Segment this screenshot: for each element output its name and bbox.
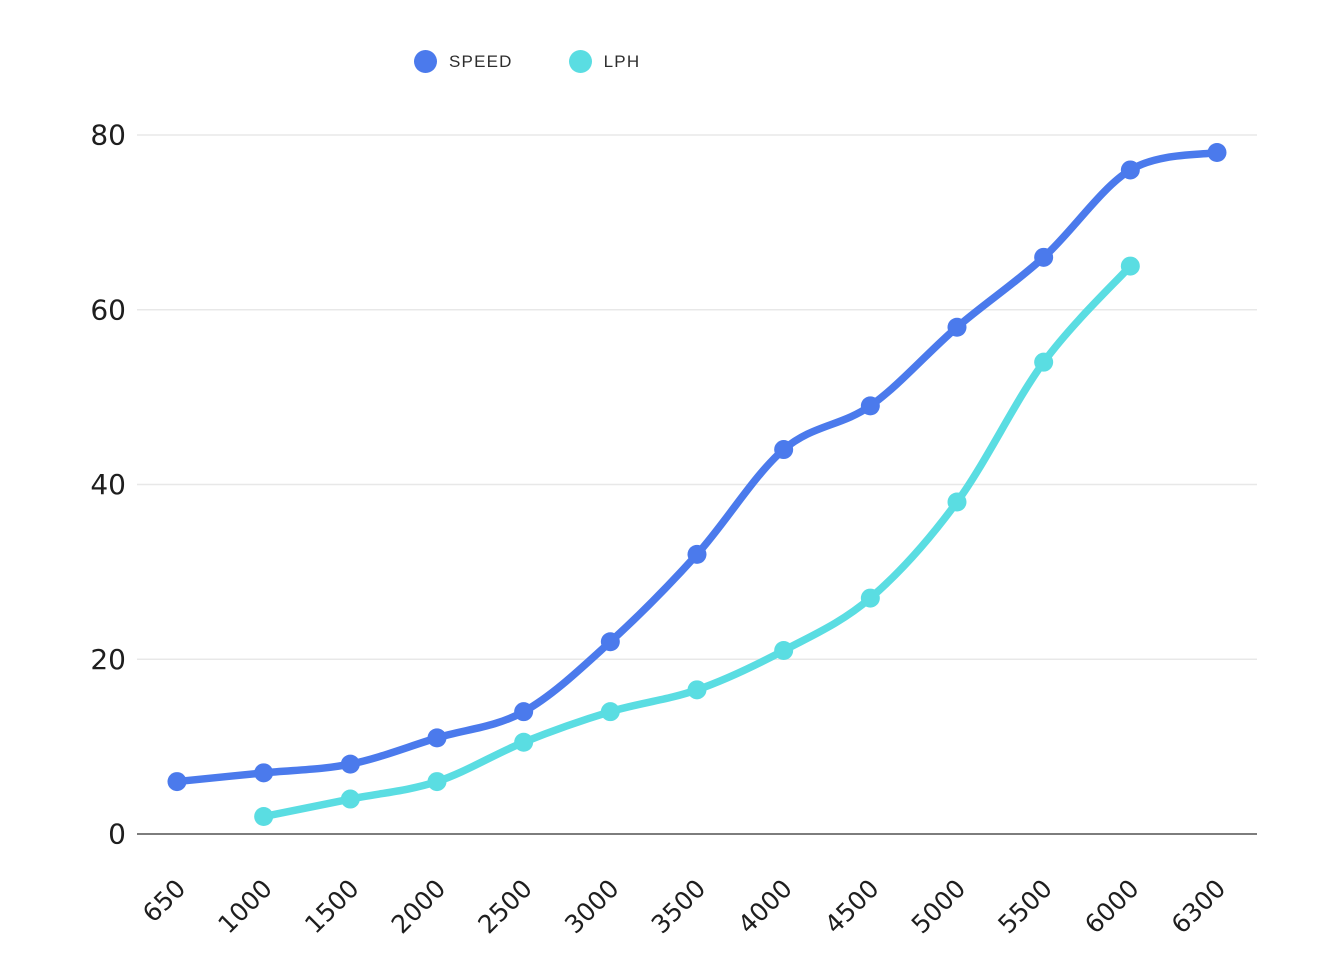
data-point-lph[interactable] — [340, 789, 360, 809]
y-tick-label: 40 — [90, 468, 126, 501]
data-point-speed[interactable] — [774, 440, 794, 460]
data-point-lph[interactable] — [860, 588, 880, 608]
x-tick-label: 2000 — [386, 874, 451, 939]
data-point-lph[interactable] — [774, 641, 794, 661]
data-point-speed[interactable] — [167, 772, 187, 792]
x-tick-label: 3500 — [646, 874, 711, 939]
x-tick-label: 1000 — [212, 874, 277, 939]
series-line-lph — [259, 262, 1135, 821]
data-point-speed[interactable] — [1034, 247, 1054, 267]
data-point-lph[interactable] — [1120, 256, 1140, 276]
data-point-speed[interactable] — [1120, 160, 1140, 180]
data-point-speed[interactable] — [600, 632, 620, 652]
chart-legend: SPEED LPH — [414, 50, 640, 73]
data-point-speed[interactable] — [254, 763, 274, 783]
x-tick-label: 6000 — [1079, 874, 1144, 939]
x-tick-label: 5500 — [992, 874, 1057, 939]
data-point-lph[interactable] — [600, 702, 620, 722]
y-tick-label: 60 — [90, 293, 126, 326]
x-tick-label: 650 — [137, 874, 191, 928]
y-tick-label: 0 — [108, 818, 126, 851]
x-tick-label: 6300 — [1166, 874, 1231, 939]
y-tick-label: 80 — [90, 119, 126, 152]
legend-label-lph: LPH — [603, 51, 641, 71]
legend-dot-speed-icon — [414, 50, 437, 73]
data-point-lph[interactable] — [1034, 352, 1054, 372]
x-tick-label: 5000 — [906, 874, 971, 939]
data-point-speed[interactable] — [514, 702, 534, 722]
x-tick-label: 1500 — [299, 874, 364, 939]
data-point-speed[interactable] — [1207, 142, 1227, 162]
x-tick-label: 3000 — [559, 874, 624, 939]
data-point-lph[interactable] — [687, 680, 707, 700]
data-point-speed[interactable] — [687, 544, 707, 564]
data-point-lph[interactable] — [514, 732, 534, 752]
data-point-speed[interactable] — [427, 728, 447, 748]
data-point-speed[interactable] — [860, 396, 880, 416]
legend-item-speed[interactable]: SPEED — [414, 50, 513, 73]
legend-label-speed: SPEED — [449, 51, 513, 71]
data-point-speed[interactable] — [947, 317, 967, 337]
x-tick-label: 2500 — [472, 874, 537, 939]
legend-item-lph[interactable]: LPH — [568, 50, 641, 73]
data-point-lph[interactable] — [947, 492, 967, 512]
data-point-lph[interactable] — [427, 772, 447, 792]
data-point-lph[interactable] — [254, 807, 274, 827]
data-point-speed[interactable] — [340, 754, 360, 774]
x-tick-label: 4500 — [819, 874, 884, 939]
legend-dot-lph-icon — [568, 50, 592, 73]
y-tick-label: 20 — [90, 643, 126, 676]
x-tick-label: 4000 — [732, 874, 797, 939]
